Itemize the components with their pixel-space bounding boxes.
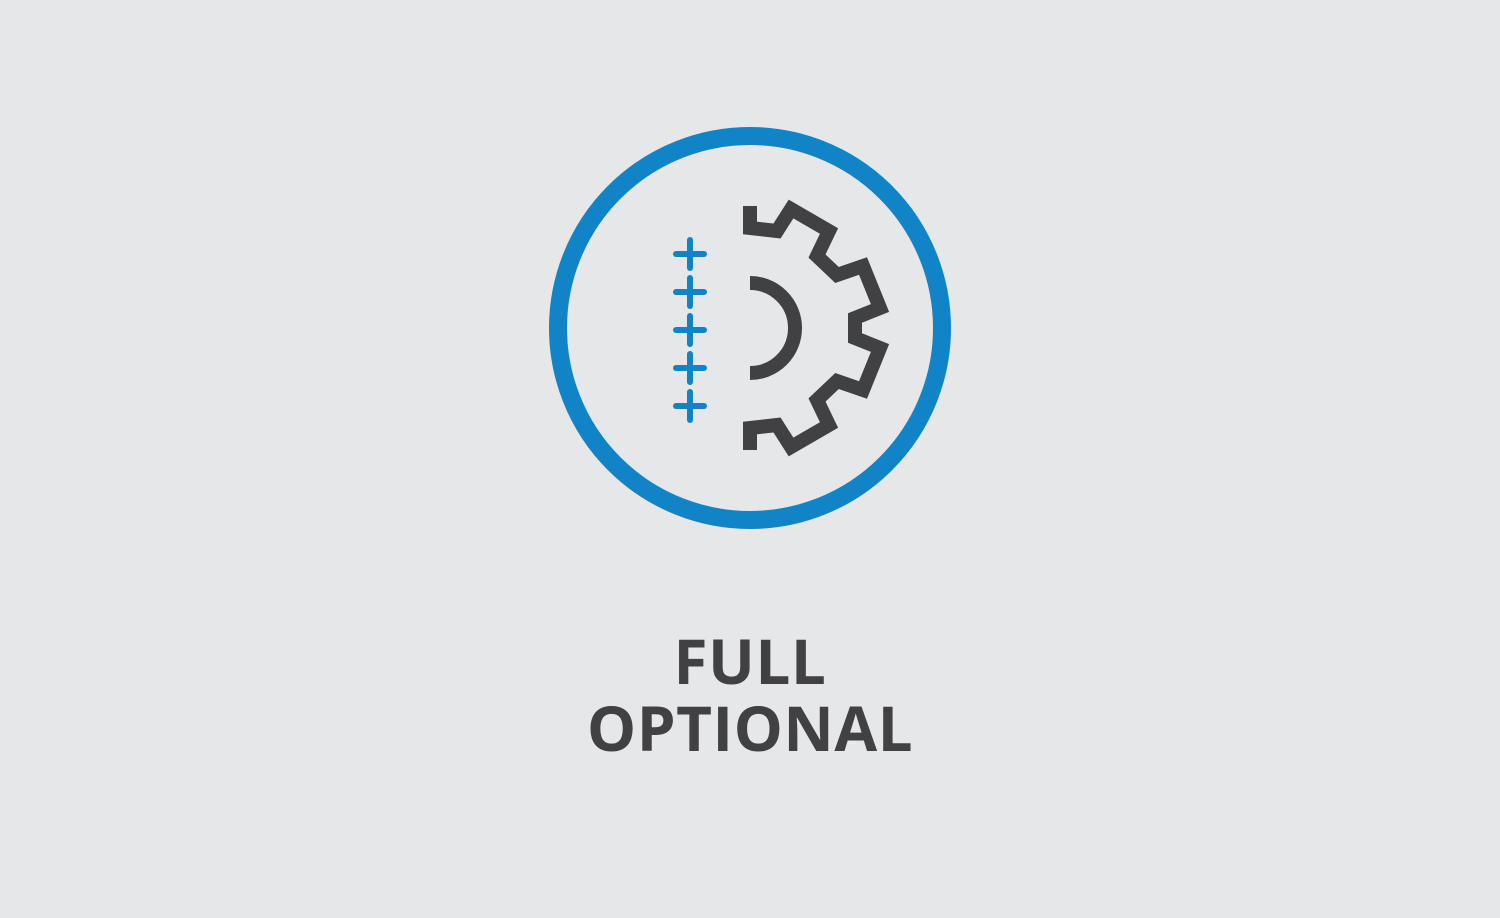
plus-icon bbox=[676, 392, 704, 420]
full-optional-icon bbox=[540, 118, 960, 538]
plus-icon bbox=[676, 316, 704, 344]
plus-icon bbox=[676, 354, 704, 382]
plus-icon bbox=[676, 240, 704, 268]
title-line-1: FULL bbox=[587, 628, 913, 695]
plus-icon bbox=[676, 278, 704, 306]
outer-circle bbox=[558, 136, 942, 520]
half-gear-icon bbox=[750, 206, 880, 450]
title-line-2: OPTIONAL bbox=[587, 695, 913, 762]
infographic-title: FULL OPTIONAL bbox=[587, 628, 913, 762]
plus-column-icon bbox=[676, 240, 704, 420]
